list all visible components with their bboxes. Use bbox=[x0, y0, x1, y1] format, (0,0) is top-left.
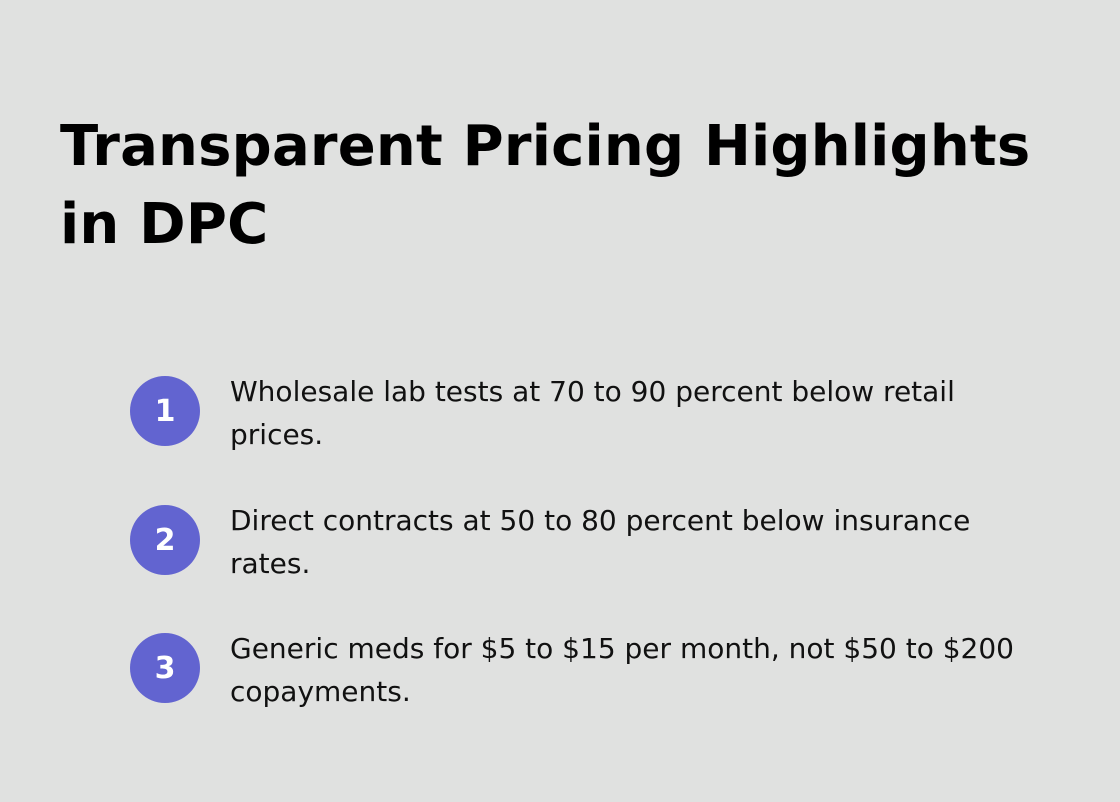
number-badge: 1 bbox=[130, 376, 200, 446]
item-text: Generic meds for $5 to $15 per month, no… bbox=[230, 632, 1014, 708]
item-text: Direct contracts at 50 to 80 percent bel… bbox=[230, 504, 971, 580]
page-title: Transparent Pricing Highlights in DPC bbox=[60, 114, 1031, 257]
number-badge: 2 bbox=[130, 505, 200, 575]
number-badge: 3 bbox=[130, 633, 200, 703]
item-text: Wholesale lab tests at 70 to 90 percent … bbox=[230, 375, 955, 451]
